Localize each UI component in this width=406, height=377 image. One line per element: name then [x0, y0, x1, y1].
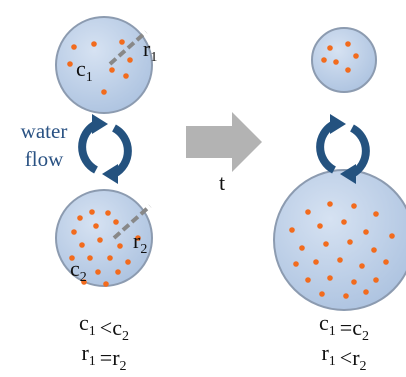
- time-label: t: [219, 170, 225, 195]
- subscript: 1: [89, 324, 96, 339]
- particle: [341, 219, 347, 225]
- symbol: c: [319, 310, 329, 335]
- subscript: 1: [329, 354, 336, 369]
- particle: [363, 289, 369, 295]
- subscript: 1: [86, 70, 93, 85]
- particle: [313, 259, 319, 265]
- particle: [373, 277, 379, 283]
- symbol: c: [76, 56, 86, 81]
- subscript: 2: [120, 359, 127, 374]
- condition: c1=c2: [319, 310, 369, 344]
- particle: [389, 233, 395, 239]
- particle: [293, 261, 299, 267]
- particle: [347, 239, 353, 245]
- operator: =: [100, 345, 112, 370]
- particle: [371, 247, 377, 253]
- operator: =: [340, 315, 352, 340]
- particle: [79, 242, 85, 248]
- particle: [103, 281, 109, 287]
- particle: [351, 279, 357, 285]
- subscript: 1: [150, 50, 157, 65]
- particle: [299, 245, 305, 251]
- particle: [343, 293, 349, 299]
- operator: <: [340, 345, 352, 370]
- particle: [125, 259, 131, 265]
- particle: [87, 255, 93, 261]
- particle: [345, 67, 351, 73]
- particle: [105, 210, 111, 216]
- subscript: 2: [122, 329, 129, 344]
- particle: [305, 209, 311, 215]
- particle: [373, 211, 379, 217]
- particle: [127, 57, 133, 63]
- particle: [323, 241, 329, 247]
- particle: [333, 59, 339, 65]
- particle: [305, 277, 311, 283]
- particle: [109, 67, 115, 73]
- particle: [327, 201, 333, 207]
- particle: [95, 269, 101, 275]
- particle: [353, 53, 359, 59]
- flow-label: water: [21, 119, 68, 143]
- subscript: 1: [89, 354, 96, 369]
- particle: [93, 223, 99, 229]
- subscript: 2: [360, 359, 367, 374]
- particle: [113, 219, 119, 225]
- particle: [107, 255, 113, 261]
- particle: [327, 275, 333, 281]
- subscript: 2: [140, 242, 147, 257]
- particle: [363, 229, 369, 235]
- symbol: c: [79, 310, 89, 335]
- particle: [71, 44, 77, 50]
- operator: <: [100, 315, 112, 340]
- subscript: 1: [329, 324, 336, 339]
- particle: [101, 89, 107, 95]
- subscript: 2: [80, 270, 87, 285]
- symbol: c: [352, 315, 362, 340]
- particle: [97, 237, 103, 243]
- time-arrow: [186, 112, 262, 172]
- particle: [117, 243, 123, 249]
- particle: [327, 45, 333, 51]
- particle: [289, 227, 295, 233]
- particle: [119, 39, 125, 45]
- particle: [317, 223, 323, 229]
- cell-bottom-right: [274, 170, 406, 310]
- particle: [71, 229, 77, 235]
- condition: r1<r2: [321, 340, 366, 374]
- particle: [321, 57, 327, 63]
- condition: c1<c2: [79, 310, 129, 344]
- particle: [337, 257, 343, 263]
- particle: [359, 263, 365, 269]
- symbol: c: [112, 315, 122, 340]
- particle: [91, 41, 97, 47]
- particle: [115, 269, 121, 275]
- particle: [67, 61, 73, 67]
- particle: [319, 291, 325, 297]
- particle: [123, 73, 129, 79]
- symbol: c: [70, 256, 80, 281]
- particle: [89, 209, 95, 215]
- particle: [383, 259, 389, 265]
- flow-label: flow: [25, 147, 64, 171]
- particle: [77, 215, 83, 221]
- condition: r1=r2: [81, 340, 126, 374]
- particle: [351, 203, 357, 209]
- particle: [345, 41, 351, 47]
- label: r1: [143, 36, 157, 65]
- subscript: 2: [362, 329, 369, 344]
- diagram: c1r1c2r2waterflowtc1<c2r1=r2c1=c2r1<r2: [0, 0, 406, 377]
